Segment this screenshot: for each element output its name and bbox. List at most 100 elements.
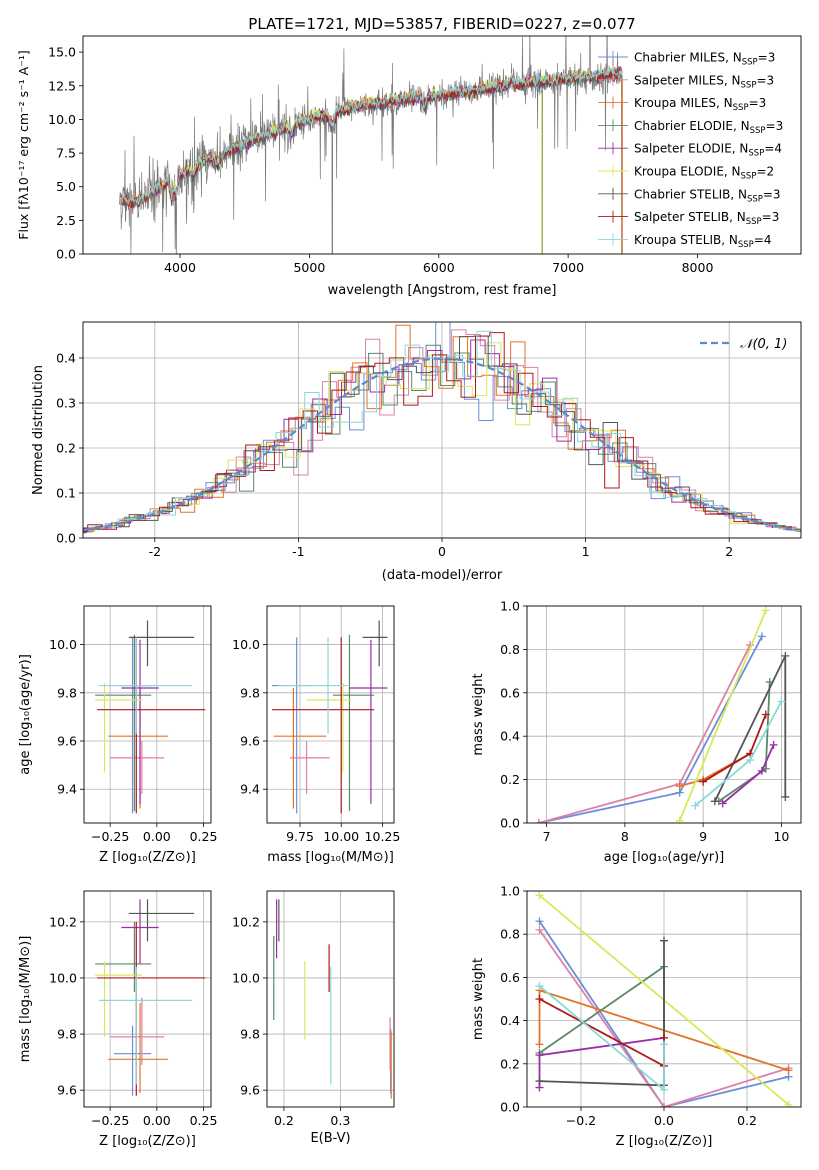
legend-entry-label: Kroupa ELODIE, NSSP=2 bbox=[634, 165, 774, 182]
plot-area bbox=[84, 606, 211, 823]
axes-frame bbox=[83, 890, 212, 1108]
x-tick-label: 2 bbox=[725, 544, 733, 559]
axes-weight_vs_Z: −0.2 0.0 0.2 0.0 0.2 0.4 0.6 0.8 1.0 bbox=[500, 884, 802, 1128]
y-tick-label: 9.4 bbox=[240, 782, 260, 797]
axes-age_vs_Z: −0.25 0.00 0.25 9.4 9.6 9.8 10.0 bbox=[49, 605, 218, 844]
legend-subscript: SSP bbox=[741, 80, 757, 90]
model-line-kroupa_stelib bbox=[120, 66, 623, 206]
x-axis-label: Z [log₁₀(Z/Z⊙)] bbox=[616, 1134, 713, 1149]
y-tick-label: 9.8 bbox=[240, 1027, 260, 1042]
axes-frame bbox=[526, 890, 802, 1108]
model-line-chabrier_stelib bbox=[120, 68, 623, 210]
model-line-salpeter_elodie bbox=[120, 66, 623, 208]
y-tick-label: 9.4 bbox=[57, 782, 77, 797]
x-tick-label: 0.00 bbox=[143, 1113, 171, 1128]
plot-area bbox=[84, 891, 211, 1107]
legend-subscript: SSP bbox=[748, 149, 764, 159]
legend-text: Chabrier STELIB, N bbox=[634, 187, 747, 201]
legend-suffix: =3 bbox=[766, 119, 784, 133]
weight-marker-chabrier_stelib bbox=[710, 797, 719, 806]
weight-marker-salpeter_elodie bbox=[535, 1051, 544, 1060]
axes-mass_vs_Z: −0.25 0.00 0.25 9.6 9.8 10.0 10.2 bbox=[49, 890, 218, 1128]
weight-line-kroupa_elodie bbox=[678, 609, 767, 822]
axes-residuals: -2 -1 0 1 2 0.0 0.1 0.2 0.3 0.4 bbox=[56, 321, 802, 559]
legend-entry-label: Kroupa STELIB, NSSP=4 bbox=[634, 233, 772, 250]
y-tick-label: 0.8 bbox=[500, 927, 520, 942]
legend-text: Kroupa STELIB, N bbox=[634, 233, 738, 247]
weight-marker-salpeter_stelib bbox=[699, 777, 708, 786]
y-tick-label: 9.8 bbox=[57, 1027, 77, 1042]
y-tick-label: 0.4 bbox=[56, 351, 76, 366]
histogram-salpeter_stelib bbox=[83, 332, 801, 532]
weight-marker-kroupa_elodie bbox=[675, 816, 684, 823]
axes-frame bbox=[83, 605, 212, 824]
histogram-kroupa_elodie bbox=[83, 342, 801, 531]
x-tick-label: 10.25 bbox=[365, 829, 401, 844]
legend-text: Kroupa MILES, N bbox=[634, 96, 733, 110]
y-tick-label: 5.0 bbox=[56, 179, 76, 194]
plot-area bbox=[83, 322, 801, 538]
x-tick-label: 0.00 bbox=[143, 829, 171, 844]
weight-line-kroupa_stelib bbox=[538, 985, 665, 1092]
x-tick-label: 0 bbox=[438, 544, 446, 559]
x-tick-label: 0.25 bbox=[190, 1113, 218, 1128]
weight-marker-kroupa_stelib bbox=[746, 756, 755, 765]
x-tick-label: 7000 bbox=[552, 260, 584, 275]
y-tick-label: 15.0 bbox=[48, 45, 76, 60]
weight-marker-chabrier_stelib bbox=[781, 651, 790, 660]
legend-suffix: =4 bbox=[764, 142, 782, 156]
y-tick-label: 0.8 bbox=[500, 642, 520, 657]
plot-area bbox=[267, 606, 394, 823]
x-tick-label: 8 bbox=[621, 829, 629, 844]
x-tick-label: 0.25 bbox=[190, 829, 218, 844]
legend-text: Salpeter MILES, N bbox=[634, 73, 741, 87]
model-line-salpeter_stelib bbox=[120, 68, 623, 209]
weight-marker-kroupa_miles bbox=[675, 782, 684, 791]
x-tick-label: 1 bbox=[582, 544, 590, 559]
weight-marker-chabrier_stelib bbox=[535, 1077, 544, 1086]
y-axis-label: Flux [fλ10⁻¹⁷ erg cm⁻² s⁻¹ A⁻¹] bbox=[16, 50, 31, 239]
weight-marker-kroupa_elodie bbox=[784, 1100, 793, 1107]
legend-entry-label: Salpeter STELIB, NSSP=3 bbox=[634, 210, 779, 227]
axes-weight_vs_age: 7 8 9 10 0.0 0.2 0.4 0.6 0.8 1.0 bbox=[500, 599, 802, 844]
y-axis-label: age [log₁₀(age/yr)] bbox=[18, 654, 33, 775]
x-axis-label: Z [log₁₀(Z/Z⊙)] bbox=[99, 1134, 196, 1149]
x-tick-label: 0.3 bbox=[330, 1113, 350, 1128]
axes-mass_vs_ebv: 0.2 0.3 9.6 9.8 10.0 10.2 bbox=[232, 890, 395, 1128]
model-line-chabrier_elodie bbox=[120, 69, 623, 209]
y-tick-label: 0.0 bbox=[56, 531, 76, 546]
x-axis-label: mass [log₁₀(M/M⊙)] bbox=[267, 850, 394, 865]
y-tick-label: 9.6 bbox=[57, 1083, 77, 1098]
x-tick-label: 6000 bbox=[423, 260, 455, 275]
y-tick-label: 10.0 bbox=[49, 970, 77, 985]
y-tick-label: 10.0 bbox=[232, 637, 260, 652]
legend-subscript: SSP bbox=[746, 217, 762, 227]
y-tick-label: 10.2 bbox=[232, 914, 260, 929]
weight-marker-chabrier_stelib bbox=[660, 936, 668, 945]
legend-text: Salpeter STELIB, N bbox=[634, 210, 746, 224]
y-tick-label: 0.4 bbox=[500, 1013, 520, 1028]
y-tick-label: 0.4 bbox=[500, 729, 520, 744]
x-tick-label: 0.0 bbox=[654, 1113, 674, 1128]
y-tick-label: 0.6 bbox=[500, 970, 520, 985]
y-axis-label: mass weight bbox=[471, 673, 486, 755]
histogram-kroupa_miles bbox=[83, 324, 801, 533]
legend-suffix: =3 bbox=[758, 51, 776, 65]
y-tick-label: 10.2 bbox=[49, 914, 77, 929]
y-tick-label: 10.0 bbox=[232, 970, 260, 985]
x-tick-label: −0.25 bbox=[91, 1113, 129, 1128]
axes-frame bbox=[82, 35, 802, 255]
y-tick-label: 0.1 bbox=[56, 486, 76, 501]
legend-text: Kroupa ELODIE, N bbox=[634, 165, 741, 179]
y-tick-label: 0.6 bbox=[500, 685, 520, 700]
legend-suffix: =3 bbox=[763, 187, 781, 201]
y-tick-label: 0.3 bbox=[56, 396, 76, 411]
weight-marker-kroupa_elodie bbox=[761, 606, 770, 615]
legend-entry-label: Salpeter MILES, NSSP=3 bbox=[634, 73, 774, 90]
weight-marker-kroupa_stelib bbox=[660, 1040, 668, 1049]
y-tick-label: 1.0 bbox=[500, 884, 520, 899]
legend-suffix: =3 bbox=[749, 96, 767, 110]
axes-frame bbox=[266, 890, 395, 1108]
y-tick-label: 0.0 bbox=[56, 247, 76, 262]
